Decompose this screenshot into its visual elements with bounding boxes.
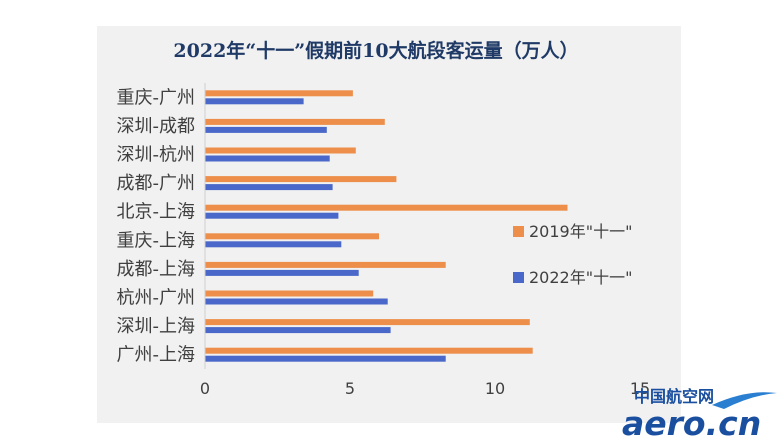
category-label: 成都-广州 <box>117 173 196 194</box>
x-tick-label: 0 <box>200 379 210 398</box>
category-labels: 重庆-广州深圳-成都深圳-杭州成都-广州北京-上海重庆-上海成都-上海杭州-广州… <box>117 87 196 365</box>
category-label: 杭州-广州 <box>117 288 196 309</box>
x-tick-label: 15 <box>630 379 650 398</box>
bar-series1-0 <box>205 90 353 97</box>
bars-group <box>204 83 568 369</box>
x-tick-label: 10 <box>485 379 505 398</box>
bar-series1-3 <box>205 176 397 183</box>
bar-series2-1 <box>205 126 327 133</box>
bar-series1-7 <box>205 290 374 297</box>
legend-label: 2022年"十一" <box>529 268 632 287</box>
watermark-cn: 中国航空网 <box>634 387 714 406</box>
bar-series1-4 <box>205 204 568 211</box>
bar-series1-9 <box>205 347 533 354</box>
chart-title: 2022年“十一”假期前10大航段客运量（万人） <box>173 39 578 62</box>
bar-series2-3 <box>205 184 333 191</box>
bar-chart: 2022年“十一”假期前10大航段客运量（万人） 重庆-广州深圳-成都深圳-杭州… <box>117 39 651 398</box>
bar-series2-9 <box>205 355 446 362</box>
x-tick-label: 5 <box>345 379 355 398</box>
bar-series1-1 <box>205 118 385 125</box>
legend: 2019年"十一" 2022年"十一" <box>513 222 632 287</box>
bar-series2-8 <box>205 327 391 334</box>
category-label: 成都-上海 <box>117 259 196 280</box>
bar-series1-8 <box>205 319 530 326</box>
legend-swatch <box>513 272 524 283</box>
bar-series2-6 <box>205 269 359 276</box>
bar-series2-0 <box>205 98 304 105</box>
bar-series1-5 <box>205 233 379 240</box>
bar-series2-4 <box>205 212 339 219</box>
bar-series2-2 <box>205 155 330 162</box>
category-label: 重庆-广州 <box>117 87 196 108</box>
category-label: 深圳-杭州 <box>117 145 196 166</box>
category-label: 深圳-成都 <box>117 116 196 137</box>
bar-series1-6 <box>205 261 446 268</box>
x-tick-labels: 0 5 10 15 <box>200 379 650 398</box>
legend-label: 2019年"十一" <box>529 222 632 241</box>
category-label: 重庆-上海 <box>117 230 196 251</box>
legend-swatch <box>513 226 524 237</box>
bar-series2-7 <box>205 298 388 305</box>
category-label: 广州-上海 <box>117 345 196 366</box>
chart-panel: 2022年“十一”假期前10大航段客运量（万人） 重庆-广州深圳-成都深圳-杭州… <box>97 26 681 423</box>
aero-cn-logo: 中国航空网 aero.cn <box>622 387 777 443</box>
bar-series1-2 <box>205 147 356 154</box>
category-label: 北京-上海 <box>117 202 196 223</box>
swoosh-icon <box>712 392 777 409</box>
category-label: 深圳-上海 <box>117 316 196 337</box>
watermark-en: aero.cn <box>622 404 761 443</box>
bar-series2-5 <box>205 241 342 248</box>
